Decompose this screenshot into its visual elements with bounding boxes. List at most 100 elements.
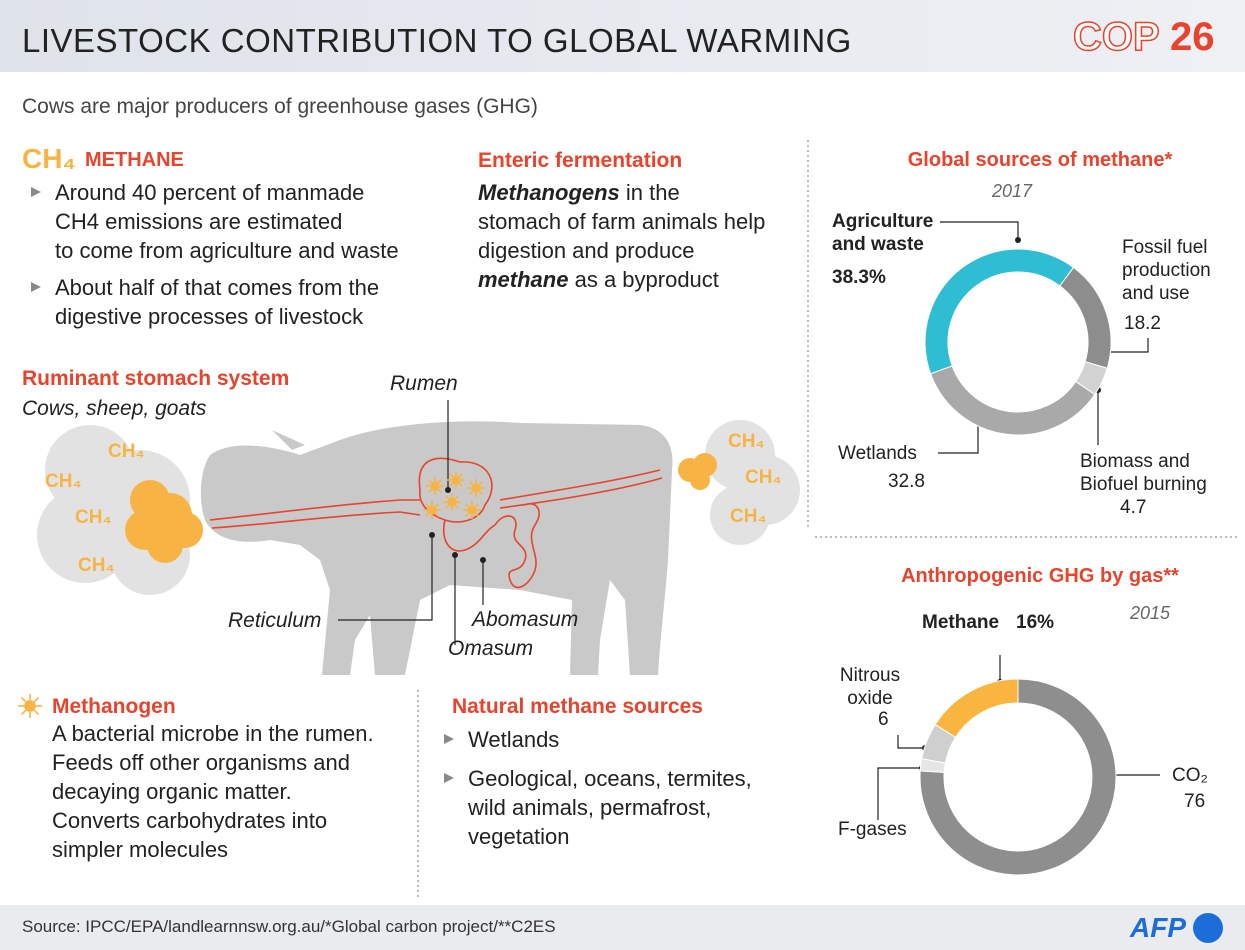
section-title: Natural methane sources xyxy=(452,695,703,718)
text-line: to come from agriculture and waste xyxy=(55,238,399,263)
sun-ray xyxy=(449,482,454,487)
footer-band xyxy=(0,905,1245,950)
text-line: vegetation xyxy=(468,824,570,849)
donut-slice xyxy=(934,678,1019,739)
sun-ray xyxy=(428,479,433,484)
slice-value: 4.7 xyxy=(1120,497,1147,518)
gas-label: CH₄ xyxy=(730,506,767,527)
sun-ray xyxy=(469,490,474,495)
sun-ray xyxy=(454,504,459,509)
gas-label: CH₄ xyxy=(728,431,765,452)
part-label: Abomasum xyxy=(472,608,579,631)
slice-label: Agriculture and waste xyxy=(832,211,934,255)
sun-ray xyxy=(465,503,470,508)
part-label: Rumen xyxy=(390,372,458,395)
bullet: Wetlands xyxy=(444,725,752,754)
slice-value: 32.8 xyxy=(888,471,925,492)
chart-title: Global sources of methane* xyxy=(907,149,1173,171)
sun-core xyxy=(24,700,36,712)
text-line: Methanogens in the xyxy=(478,178,765,207)
chart-title: Anthropogenic GHG by gas** xyxy=(901,565,1179,587)
sun-ray xyxy=(434,512,439,517)
donut-slice xyxy=(924,248,1075,375)
sun-core xyxy=(427,505,437,515)
gas-label: CH₄ xyxy=(78,555,115,576)
paragraph: Methanogens in the stomach of farm animal… xyxy=(478,178,765,294)
sun-ray xyxy=(428,488,433,493)
text-line: Wetlands xyxy=(468,727,560,752)
slice-label: F-gases xyxy=(838,819,907,840)
text-segment: in the xyxy=(619,180,680,205)
logo: 26 xyxy=(1170,15,1215,59)
chart-subtitle: 2015 xyxy=(1130,603,1171,623)
section-title: Enteric fermentation xyxy=(478,149,683,172)
cow xyxy=(200,421,673,675)
bullet: About half of that comes from the digesti… xyxy=(31,273,399,331)
title: LIVESTOCK CONTRIBUTION TO GLOBAL WARMING xyxy=(22,22,852,59)
slice-value: 6 xyxy=(878,709,889,730)
section-title: Methanogen xyxy=(52,695,176,718)
text-line: methane as a byproduct xyxy=(478,265,765,294)
sun-ray xyxy=(445,495,450,500)
sun-ray xyxy=(434,503,439,508)
slice-value: 18.2 xyxy=(1124,313,1161,334)
text-segment: stomach of farm animals help xyxy=(478,209,766,234)
logo-dot xyxy=(1193,913,1223,943)
section-title: METHANE xyxy=(85,149,184,171)
subtitle: Cows are major producers of greenhouse g… xyxy=(22,95,538,118)
text-line: CH4 emissions are estimated xyxy=(55,209,343,234)
sun-ray xyxy=(458,482,463,487)
sun-ray xyxy=(437,479,442,484)
sun-core xyxy=(467,505,477,515)
header-band xyxy=(0,0,1245,72)
text-line: simpler molecules xyxy=(52,837,229,862)
sun-ray xyxy=(445,504,450,509)
sun-ray xyxy=(478,490,483,495)
gas-label: CH₄ xyxy=(45,471,82,492)
bullet-list: Wetlands Geological, oceans, termites, wil… xyxy=(444,725,752,851)
sun-core xyxy=(471,483,481,493)
gas-label: CH₄ xyxy=(108,441,145,462)
paragraph: A bacterial microbe in the rumen. Feeds o… xyxy=(52,719,374,864)
text-line: Around 40 percent of manmade xyxy=(55,180,365,205)
slice-label: CO₂ xyxy=(1172,765,1208,786)
text-line: About half of that comes from the xyxy=(55,275,380,300)
text-line: A bacterial microbe in the rumen. xyxy=(52,721,374,746)
text-line: wild animals, permafrost, xyxy=(468,795,712,820)
text-segment: digestion and produce xyxy=(478,238,695,263)
text-line: Converts carbohydrates into xyxy=(52,808,328,833)
sun-ray xyxy=(454,495,459,500)
gas-puff xyxy=(125,453,717,563)
text-segment: as a byproduct xyxy=(568,267,719,292)
source: Source: IPCC/EPA/landlearnnsw.org.au/*Gl… xyxy=(22,917,556,936)
formula: CH₄ xyxy=(22,143,76,174)
sun-ray xyxy=(33,696,40,703)
sun-ray xyxy=(458,473,463,478)
sun-core xyxy=(430,481,440,491)
donut-slice xyxy=(929,365,1096,436)
part-label: Omasum xyxy=(448,637,534,660)
bullet: Around 40 percent of manmade CH4 emission… xyxy=(31,178,399,265)
methanogen-icon xyxy=(18,471,485,718)
donut-slice xyxy=(919,678,1117,876)
text-line: Geological, oceans, termites, xyxy=(468,766,752,791)
text-segment: Methanogens xyxy=(478,180,620,205)
text-line: stomach of farm animals help xyxy=(478,207,765,236)
text-segment: methane xyxy=(478,267,569,292)
sun-ray xyxy=(474,512,479,517)
sun-ray xyxy=(449,473,454,478)
slice-label: Methane xyxy=(922,612,1000,633)
slice-label: Nitrous oxide xyxy=(839,665,901,709)
text-line: digestion and produce xyxy=(478,236,765,265)
sun-ray xyxy=(474,503,479,508)
sun-core xyxy=(447,497,457,507)
sun-core xyxy=(451,475,461,485)
slice-label: Wetlands xyxy=(838,443,917,464)
sun-ray xyxy=(465,512,470,517)
text-line: decaying organic matter. xyxy=(52,779,292,804)
text-line: digestive processes of livestock xyxy=(55,304,364,329)
sun-ray xyxy=(425,512,430,517)
leader-line xyxy=(338,221,1160,820)
